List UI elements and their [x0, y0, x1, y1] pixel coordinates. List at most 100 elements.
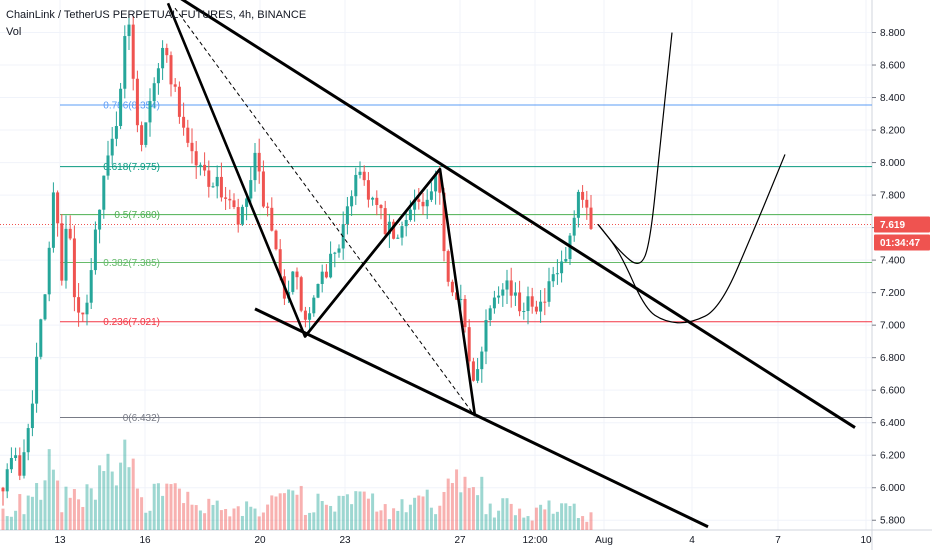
- volume-bar: [232, 508, 236, 530]
- candle-body: [417, 199, 421, 202]
- candle-body: [295, 271, 299, 278]
- volume-bar: [333, 511, 337, 530]
- candle-body: [51, 192, 55, 248]
- candle-body: [224, 197, 228, 199]
- volume-bar: [488, 503, 492, 530]
- candle-body: [354, 174, 358, 197]
- volume-bar: [68, 497, 72, 530]
- volume-bar: [211, 504, 215, 530]
- candle-body: [543, 301, 547, 303]
- volume-bar: [123, 439, 127, 530]
- volume-bar: [568, 505, 572, 530]
- volume-bar: [190, 504, 194, 530]
- price-axis[interactable]: 8.8008.6008.4008.2008.0007.8007.6007.400…: [872, 28, 905, 527]
- volume-bar: [22, 514, 26, 530]
- volume-bar: [219, 510, 223, 530]
- price-tick-label: 6.000: [880, 483, 905, 494]
- candle-body: [299, 277, 303, 311]
- volume-bar: [194, 505, 198, 530]
- volume-bars: [1, 439, 593, 530]
- volume-bar: [442, 491, 446, 530]
- projection-curve-2: [597, 154, 786, 324]
- volume-bar: [169, 484, 173, 530]
- volume-bar: [371, 493, 375, 530]
- volume-bar: [257, 516, 261, 530]
- candle-body: [459, 298, 463, 300]
- time-tick-label: 27: [454, 535, 466, 546]
- volume-bar: [555, 511, 559, 530]
- candle-body: [379, 204, 383, 209]
- candle-body: [219, 176, 223, 198]
- volume-bar: [299, 485, 303, 530]
- candle-body: [400, 226, 404, 238]
- candle-body: [396, 237, 400, 239]
- volume-bar: [547, 500, 551, 530]
- fib-label-0: 0(6.432): [123, 413, 160, 424]
- volume-bar: [572, 503, 576, 530]
- candle-body: [161, 47, 165, 69]
- candle-body: [81, 312, 85, 315]
- volume-bar: [425, 489, 429, 530]
- fib-label-0.5: 0.5(7.680): [114, 210, 160, 221]
- candle-body: [14, 455, 18, 459]
- volume-bar: [198, 510, 202, 530]
- candle-body: [198, 164, 202, 166]
- volume-bar: [161, 495, 165, 530]
- candle-body: [119, 88, 123, 127]
- price-tick-label: 7.000: [880, 321, 905, 332]
- candle-body: [564, 259, 568, 262]
- volume-bar: [89, 488, 93, 530]
- volume-bar: [404, 512, 408, 530]
- candle-body: [123, 36, 127, 89]
- volume-bar: [576, 518, 580, 530]
- volume-bar: [312, 512, 316, 530]
- volume-bar: [152, 483, 156, 530]
- volume-bar: [182, 503, 186, 530]
- price-tick-label: 6.200: [880, 451, 905, 462]
- volume-bar: [156, 483, 160, 530]
- candle-body: [140, 125, 144, 145]
- volume-bar: [303, 514, 307, 530]
- candle-body: [253, 152, 257, 181]
- volume-bar: [534, 507, 538, 530]
- volume-bar: [383, 504, 387, 530]
- volume-bar: [148, 510, 152, 530]
- candle-body: [18, 455, 22, 476]
- volume-bar: [60, 512, 64, 530]
- candle-body: [476, 369, 480, 381]
- price-tick-label: 5.800: [880, 516, 905, 527]
- price-tick-label: 7.400: [880, 256, 905, 267]
- price-tick-label: 6.800: [880, 353, 905, 364]
- candle-body: [534, 306, 538, 312]
- candle-body: [169, 55, 173, 85]
- volume-bar: [484, 514, 488, 530]
- candle-body: [530, 296, 534, 307]
- price-tick-label: 7.800: [880, 191, 905, 202]
- time-axis[interactable]: 13 16 20 23 27 12:00 Aug 4 7 10: [54, 535, 872, 546]
- volume-bar: [106, 453, 110, 530]
- volume-bar: [413, 497, 417, 530]
- volume-bar: [429, 507, 433, 530]
- volume-bar: [173, 483, 177, 530]
- candle-body: [47, 247, 51, 295]
- volume-bar: [207, 498, 211, 530]
- candle-body: [329, 253, 333, 278]
- projection-curve-1: [597, 32, 673, 264]
- candle-body: [291, 271, 295, 292]
- volume-bar: [522, 517, 526, 530]
- volume-bar: [513, 515, 517, 530]
- volume-bar: [98, 465, 102, 530]
- volume-bar: [362, 491, 366, 530]
- volume-bar: [56, 480, 60, 530]
- volume-bar: [589, 512, 593, 530]
- volume-bar: [18, 494, 22, 530]
- candle-body: [9, 458, 13, 470]
- candle-body: [438, 173, 442, 193]
- volume-bar: [543, 509, 547, 530]
- candle-body: [56, 192, 60, 224]
- candle-body: [429, 191, 433, 200]
- candle-body: [312, 297, 316, 314]
- price-tick-label: 8.400: [880, 93, 905, 104]
- candle-body: [345, 206, 349, 225]
